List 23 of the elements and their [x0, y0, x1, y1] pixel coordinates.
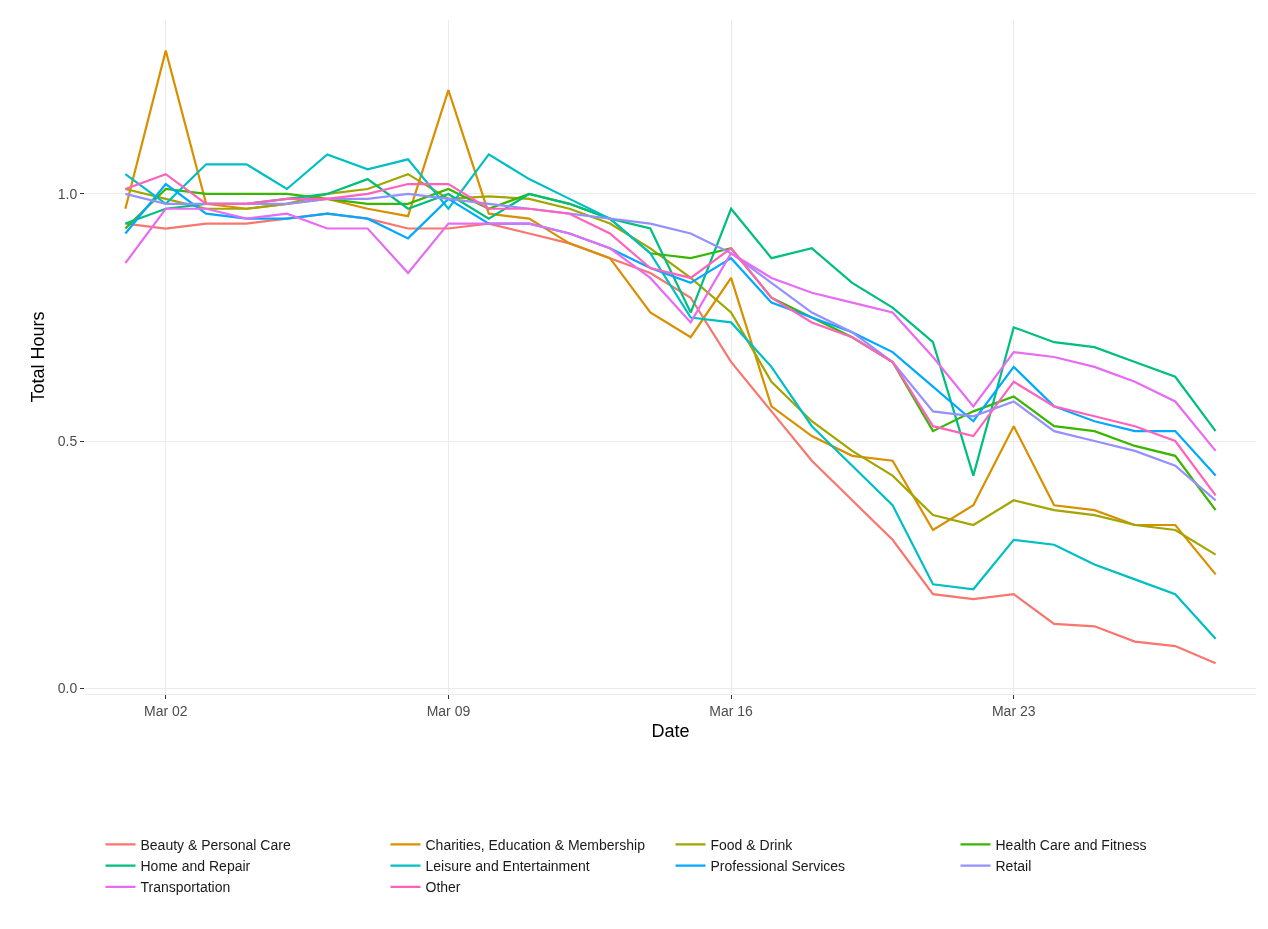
legend-label: Other — [425, 879, 461, 896]
y-tick-label: 0.5 — [57, 432, 78, 449]
legend-label: Beauty & Personal Care — [140, 836, 291, 853]
legend-label: Professional Services — [710, 858, 846, 875]
legend-label: Home and Repair — [140, 858, 251, 875]
x-tick-label: Mar 02 — [143, 702, 188, 719]
x-tick-label: Mar 16 — [709, 702, 754, 719]
line-series — [124, 207, 1217, 452]
legend-label: Retail — [995, 858, 1032, 875]
y-tick-label: 1.0 — [57, 185, 78, 202]
legend-label: Transportation — [140, 879, 231, 896]
legend-label: Charities, Education & Membership — [425, 836, 646, 853]
y-tick-label: 0.0 — [57, 679, 78, 696]
x-tick-label: Mar 23 — [991, 702, 1036, 719]
y-axis-title: Total Hours — [27, 311, 48, 403]
legend-label: Food & Drink — [710, 836, 794, 853]
line-series — [124, 153, 1217, 640]
line-series — [124, 49, 1217, 576]
x-tick-label: Mar 09 — [426, 702, 471, 719]
legend-label: Health Care and Fitness — [995, 836, 1147, 853]
line-series — [124, 173, 1217, 556]
legend-label: Leisure and Entertainment — [425, 858, 590, 875]
x-axis-title: Date — [651, 721, 690, 741]
